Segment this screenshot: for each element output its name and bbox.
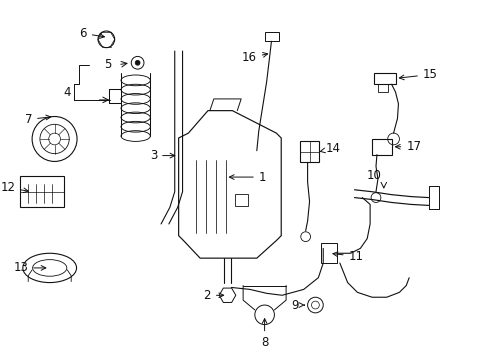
Text: 10: 10 — [367, 169, 382, 182]
Text: 14: 14 — [319, 142, 340, 155]
Text: 2: 2 — [203, 289, 223, 302]
Bar — [265, 32, 279, 41]
Text: 8: 8 — [261, 319, 269, 349]
Text: 5: 5 — [104, 58, 111, 71]
Text: 9: 9 — [292, 298, 304, 311]
Text: 13: 13 — [13, 261, 46, 274]
Text: 11: 11 — [333, 250, 364, 263]
Bar — [378, 84, 388, 92]
Bar — [21, 176, 64, 207]
Text: 15: 15 — [399, 68, 438, 81]
Bar — [300, 141, 319, 162]
Text: 12: 12 — [0, 181, 28, 194]
Text: 16: 16 — [242, 51, 268, 64]
Circle shape — [135, 60, 140, 65]
Text: 1: 1 — [229, 171, 266, 184]
Text: 7: 7 — [24, 113, 51, 126]
Bar — [372, 139, 392, 154]
Text: 6: 6 — [79, 27, 104, 40]
Bar — [235, 194, 248, 206]
Text: 4: 4 — [64, 86, 71, 99]
Bar — [374, 72, 395, 84]
Text: 17: 17 — [395, 140, 421, 153]
Bar — [321, 243, 337, 263]
Text: 3: 3 — [150, 149, 175, 162]
